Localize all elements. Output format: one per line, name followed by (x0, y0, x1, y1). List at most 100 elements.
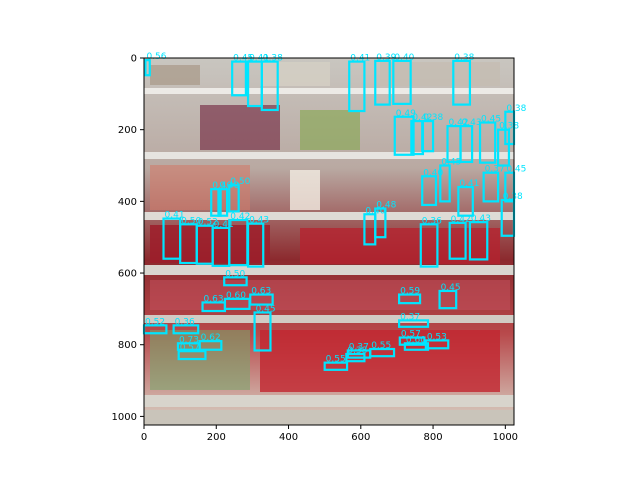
shelf-photo (144, 58, 514, 425)
detection-score-label: 0.52 (198, 218, 218, 228)
y-tick-label: 800 (118, 340, 137, 351)
detection-box (497, 128, 511, 167)
detection-box (249, 293, 274, 306)
detection-score-label: 0.37 (485, 165, 505, 175)
shelf-edge (144, 265, 514, 275)
x-tick-label: 800 (424, 432, 443, 443)
detection-box (176, 342, 201, 351)
detection-score-label: 0.38 (506, 104, 526, 114)
detection-box (177, 350, 207, 361)
detection-box (392, 59, 412, 105)
detection-score-label: 0.56 (146, 52, 166, 62)
detection-box (419, 223, 439, 268)
detection-score-label: 0.63 (204, 294, 224, 304)
detection-score-label: 0.41 (214, 220, 234, 230)
x-axis: 0 200 400 600 800 1000 (141, 425, 518, 443)
detection-score-label: 0.41 (249, 54, 269, 64)
y-axis: 0 200 400 600 800 1000 (112, 54, 144, 423)
shelf-edge (144, 315, 514, 323)
shelf-edge (144, 395, 514, 407)
detection-box (231, 60, 247, 97)
x-tick-label: 400 (279, 432, 298, 443)
detection-score-label: 0.73 (179, 335, 199, 345)
detection-box (210, 188, 222, 217)
detection-score-label: 0.60 (406, 335, 426, 345)
detection-score-label: 0.40 (423, 168, 443, 178)
detection-score-label: 0.45 (506, 165, 526, 175)
detection-score-label: 0.43 (249, 216, 269, 226)
detection-box (403, 342, 430, 351)
y-tick-label: 0 (131, 54, 137, 65)
detection-score-label: 0.40 (219, 181, 239, 191)
detection-score-label: 0.36 (175, 317, 195, 327)
detection-score-label: 0.53 (427, 332, 447, 342)
detection-score-label: 0.43 (462, 118, 482, 128)
detection-score-label: 0.41 (165, 211, 185, 221)
detection-score-label: 0.42 (449, 118, 469, 128)
detection-score-label: 0.36 (422, 216, 442, 226)
detection-score-label: 0.49 (396, 109, 416, 119)
detection-score-label: 0.42 (451, 215, 471, 225)
detection-box (448, 221, 467, 260)
detection-score-label: 0.43 (471, 214, 491, 224)
x-tick-label: 200 (207, 432, 226, 443)
detection-box (421, 119, 435, 153)
detection-box (482, 171, 500, 203)
y-tick-label: 600 (118, 269, 137, 280)
detection-box (397, 293, 422, 305)
detection-score-label: 0.63 (251, 287, 271, 297)
detection-box (172, 324, 200, 335)
detection-score-label: 0.50 (225, 269, 245, 279)
detection-box (459, 124, 474, 164)
detection-score-label: 0.37 (400, 312, 420, 322)
detection-score-label: 0.45 (256, 304, 276, 314)
detection-score-label: 0.57 (180, 343, 200, 353)
detection-box (323, 361, 349, 371)
detection-score-label: 0.59 (400, 287, 420, 297)
shelf-edge (144, 152, 514, 159)
detection-box (457, 185, 474, 217)
detection-score-label: 0.52 (145, 317, 165, 327)
detection-box (253, 311, 272, 352)
detection-score-label: 0.50 (230, 177, 250, 187)
detection-score-label: 0.41 (459, 179, 479, 189)
shelf-edge (144, 88, 514, 94)
detection-score-label: 0.60 (226, 291, 246, 301)
detection-score-label: 0.48 (376, 201, 396, 211)
detection-score-label: 0.45 (441, 158, 461, 168)
detection-score-label: 0.37 (349, 342, 369, 352)
detection-score-label: 0.45 (441, 283, 461, 293)
x-tick-label: 1000 (493, 432, 518, 443)
detection-box (246, 222, 265, 268)
detection-box (398, 336, 426, 346)
detection-score-label: 0.45 (481, 115, 501, 125)
y-tick-label: 1000 (112, 412, 137, 423)
detection-score-label: 0.50 (181, 216, 201, 226)
detection-box (374, 207, 387, 239)
detection-box (421, 175, 438, 207)
x-tick-label: 0 (141, 432, 147, 443)
detection-boxes: 0.56 0.450.410.38 0.41 0.390.40 0.380.490.42… (142, 52, 527, 371)
detection-box (478, 121, 497, 164)
detection-box (452, 59, 472, 106)
detection-box (217, 188, 229, 217)
plot-frame (143, 57, 515, 426)
detection-score-label: 0.42 (412, 113, 432, 123)
y-tick-label: 200 (118, 125, 137, 136)
detection-box (260, 60, 279, 112)
detection-score-label: 0.42 (230, 212, 250, 222)
detection-box (468, 221, 489, 261)
detection-box (374, 59, 391, 106)
detection-box (439, 164, 451, 203)
detection-score-label: 0.57 (401, 330, 421, 340)
x-tick-label: 600 (351, 432, 370, 443)
detection-box (397, 319, 430, 328)
detection-score-label: 0.40 (212, 181, 232, 191)
detection-score-label: 0.55 (371, 341, 391, 351)
detection-box (144, 59, 151, 77)
detection-box (223, 276, 248, 287)
detection-box (228, 184, 240, 213)
detection-box (393, 115, 415, 156)
detection-score-label: 0.38 (347, 346, 367, 356)
